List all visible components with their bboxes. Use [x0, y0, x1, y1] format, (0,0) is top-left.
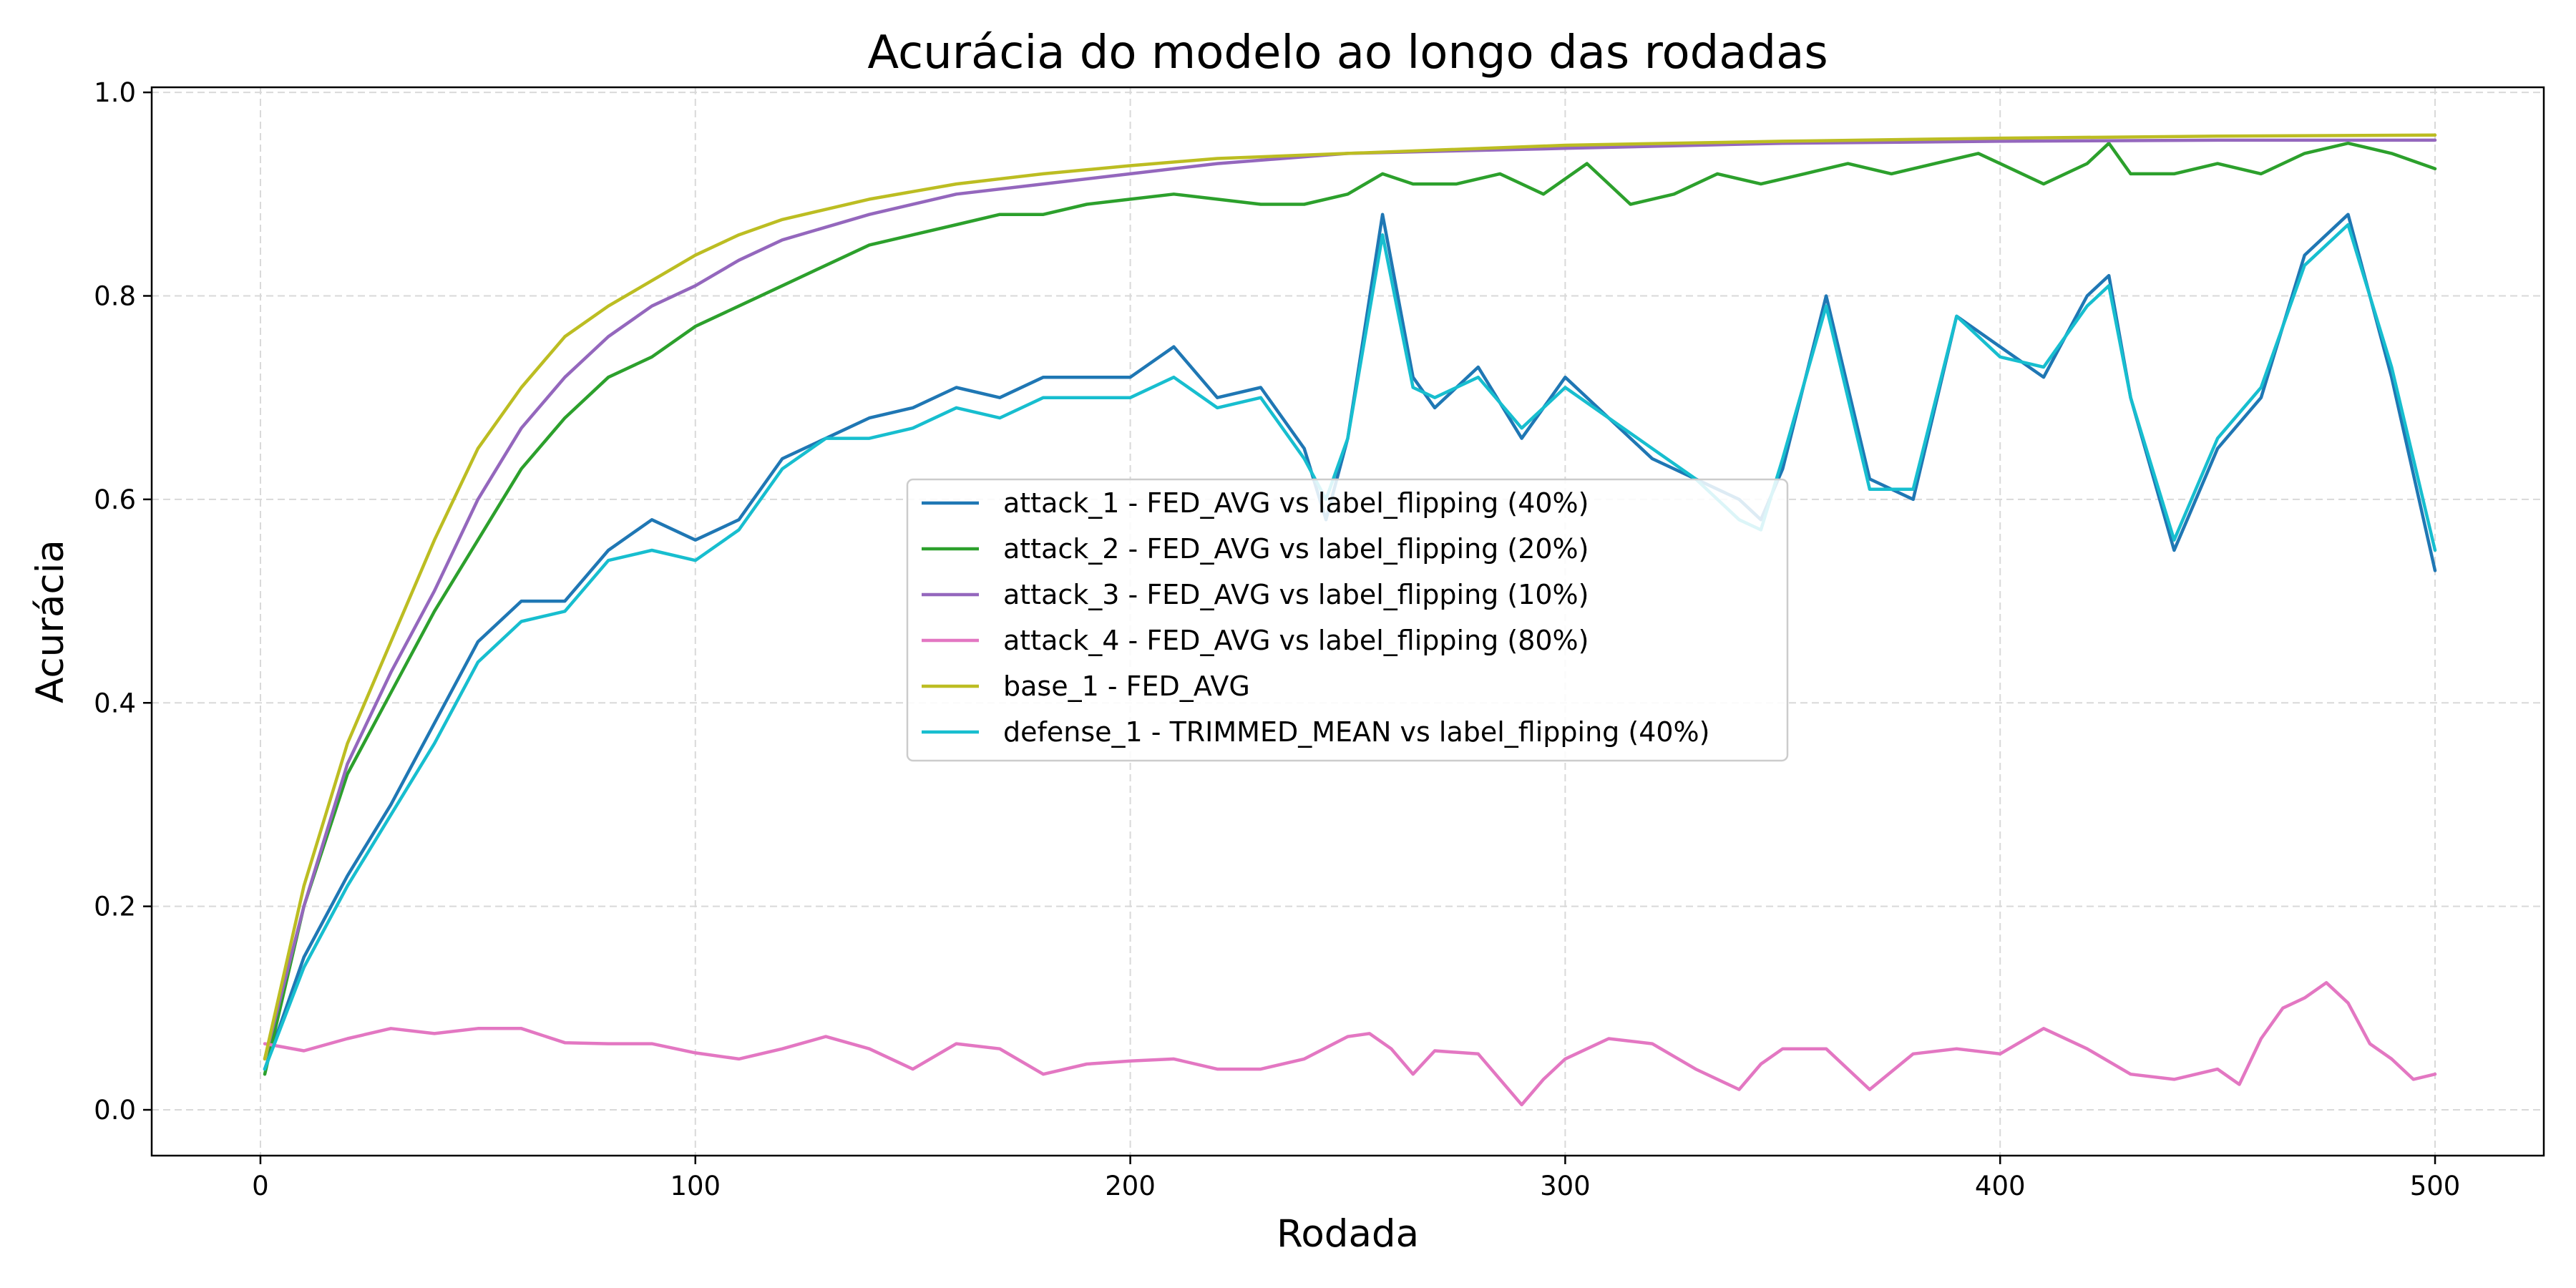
series-line-2: [263, 141, 2437, 1076]
legend-label: defense_1 - TRIMMED_MEAN vs label_flippi…: [1003, 716, 1709, 748]
y-axis-label: Acurácia: [29, 540, 72, 703]
x-tick-label: 400: [1975, 1171, 2026, 1201]
series-line-3: [263, 138, 2437, 1061]
legend-label: attack_1 - FED_AVG vs label_flipping (40…: [1003, 487, 1589, 519]
legend-label: attack_4 - FED_AVG vs label_flipping (80…: [1003, 625, 1589, 656]
legend-box: [906, 478, 1789, 762]
y-tick-label: 0.4: [94, 688, 136, 718]
legend-label: base_1 - FED_AVG: [1003, 670, 1250, 702]
series-line-4: [263, 981, 2437, 1107]
legend-label: attack_3 - FED_AVG vs label_flipping (10…: [1003, 579, 1589, 610]
y-tick-label: 0.2: [94, 892, 136, 922]
legend: attack_1 - FED_AVG vs label_flipping (40…: [906, 478, 1789, 762]
chart-title: Acurácia do modelo ao longo das rodadas: [867, 26, 1828, 79]
legend-label: attack_2 - FED_AVG vs label_flipping (20…: [1003, 533, 1589, 565]
plot-frame: [150, 86, 2545, 1157]
x-tick-label: 500: [2410, 1171, 2461, 1201]
x-axis-label: Rodada: [1277, 1212, 1419, 1256]
y-tick-label: 1.0: [94, 77, 136, 108]
y-tick-label: 0.0: [94, 1095, 136, 1126]
series-line-6: [263, 223, 2437, 1071]
x-axis-ticks: 0 100 200 300 400 500: [252, 1156, 2460, 1201]
x-tick-label: 300: [1540, 1171, 1591, 1201]
x-tick-label: 200: [1105, 1171, 1156, 1201]
series-layer: [263, 133, 2437, 1107]
series-line-5: [263, 133, 2437, 1061]
x-tick-label: 100: [670, 1171, 721, 1201]
series-line-1: [263, 213, 2437, 1071]
y-tick-label: 0.6: [94, 484, 136, 515]
y-tick-label: 0.8: [94, 280, 136, 311]
x-tick-label: 0: [252, 1171, 269, 1201]
y-axis-ticks: 0.0 0.2 0.4 0.6 0.8 1.0: [94, 77, 152, 1126]
